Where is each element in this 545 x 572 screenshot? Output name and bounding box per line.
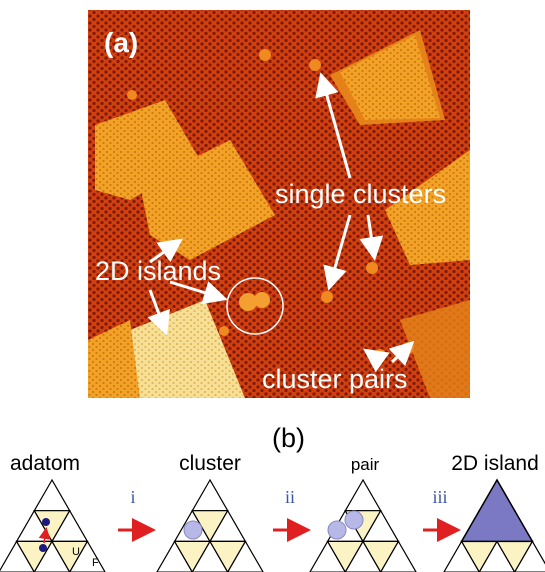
annotation: cluster pairs bbox=[262, 364, 408, 394]
step-label: iii bbox=[432, 487, 447, 507]
stage-label: cluster bbox=[179, 452, 241, 475]
lattices bbox=[0, 480, 545, 572]
panel-label: (b) bbox=[272, 423, 305, 453]
annotation: single clusters bbox=[275, 179, 446, 209]
site-label: U bbox=[72, 546, 80, 558]
stage-label: pair bbox=[351, 455, 380, 474]
annotation: 2D islands bbox=[95, 256, 221, 286]
lattice-cell bbox=[192, 480, 227, 511]
stage-label: adatom bbox=[10, 452, 80, 475]
site-label: F bbox=[92, 557, 99, 569]
island bbox=[462, 480, 533, 541]
lattice-cell bbox=[345, 480, 380, 511]
lattice-cell bbox=[34, 480, 69, 511]
step-label: i bbox=[130, 487, 135, 507]
panel-label: (a) bbox=[104, 27, 138, 58]
stage-label: 2D island bbox=[451, 452, 539, 475]
step-label: ii bbox=[285, 487, 295, 507]
figure: (a) single clusters 2D islands cluster p… bbox=[0, 0, 545, 572]
